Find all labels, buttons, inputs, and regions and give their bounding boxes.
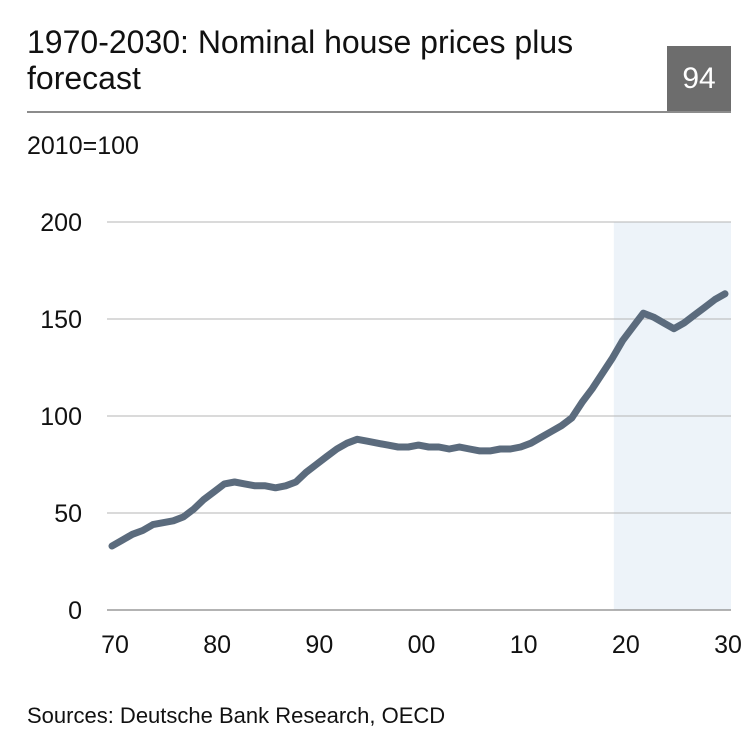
- series-line: [108, 290, 729, 550]
- y-tick-label: 0: [68, 597, 82, 625]
- chart-title: 1970-2030: Nominal house prices plus for…: [27, 24, 574, 96]
- x-axis-ticks: 70 80 90 00 10 20 30: [101, 631, 742, 659]
- source-note: Sources: Deutsche Bank Research, OECD: [27, 703, 446, 728]
- x-tick-label: 90: [305, 631, 333, 659]
- line-chart: 0 50 100 150 200 70 80 90 00 10 20 30: [40, 209, 742, 659]
- x-tick-label: 00: [408, 631, 436, 659]
- x-tick-label: 30: [714, 631, 742, 659]
- x-tick-label: 80: [203, 631, 231, 659]
- y-axis-ticks: 0 50 100 150 200: [40, 209, 82, 625]
- page-number-badge: 94: [667, 46, 731, 111]
- x-tick-label: 10: [510, 631, 538, 659]
- gridlines: [107, 221, 731, 611]
- header-divider: [27, 111, 731, 113]
- y-tick-label: 200: [40, 209, 82, 237]
- y-tick-label: 100: [40, 403, 82, 431]
- x-tick-label: 70: [101, 631, 129, 659]
- y-tick-label: 150: [40, 306, 82, 334]
- y-tick-label: 50: [54, 500, 82, 528]
- y-axis-unit-label: 2010=100: [27, 132, 139, 160]
- x-tick-label: 20: [612, 631, 640, 659]
- series-layer: [108, 290, 729, 550]
